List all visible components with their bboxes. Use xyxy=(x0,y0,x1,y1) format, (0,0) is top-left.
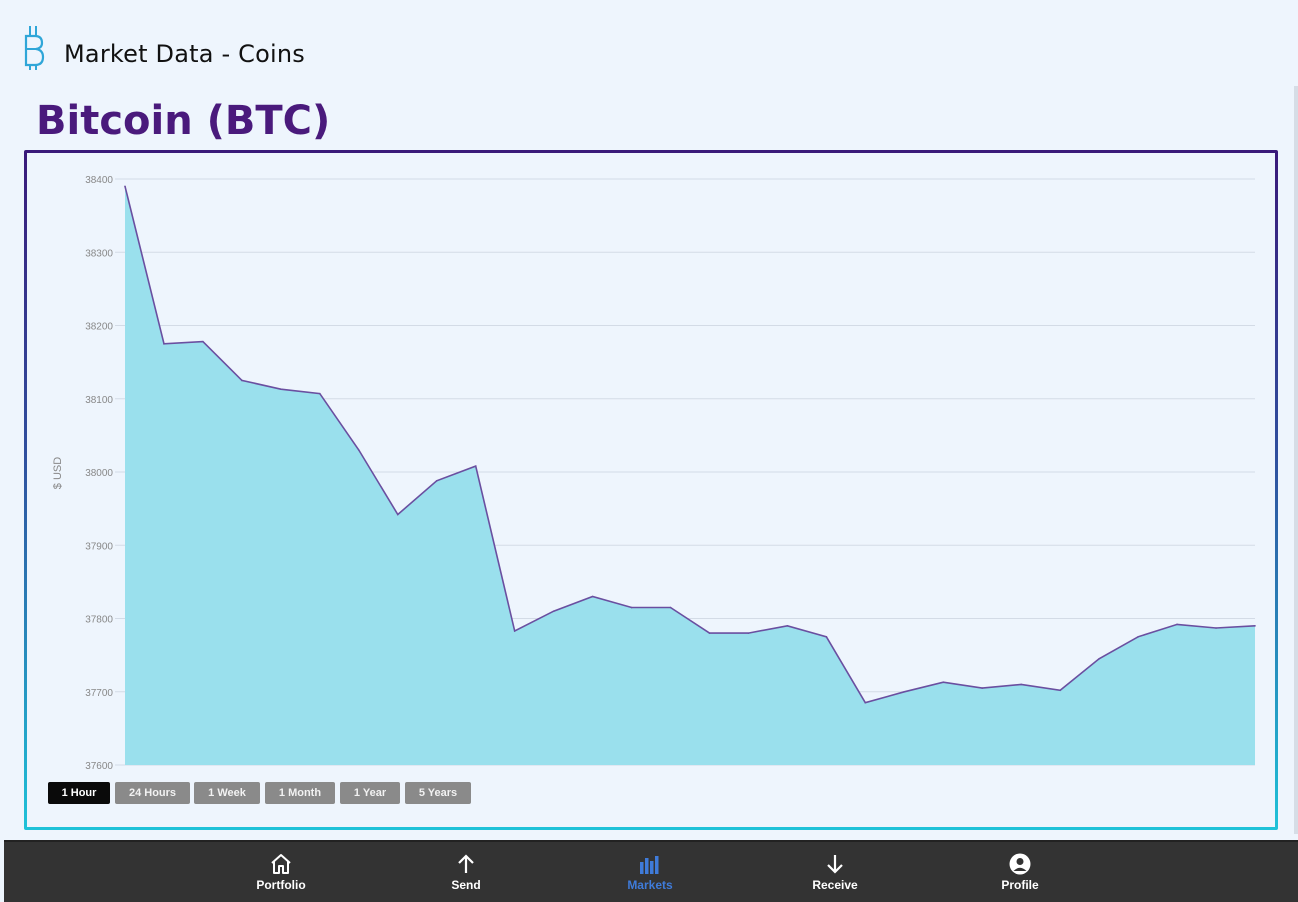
nav-label: Portfolio xyxy=(256,878,306,892)
nav-label: Receive xyxy=(812,878,858,892)
price-point xyxy=(591,595,594,598)
y-axis-label: $ USD xyxy=(52,457,64,489)
y-tick-label: 38400 xyxy=(85,175,113,186)
price-point xyxy=(630,606,633,609)
price-point xyxy=(1137,636,1139,638)
price-point xyxy=(241,379,243,382)
chart-area-layer xyxy=(124,185,1256,766)
nav-item-portfolio[interactable]: Portfolio xyxy=(221,842,341,902)
price-point xyxy=(163,343,165,345)
price-point xyxy=(124,185,126,188)
home-icon xyxy=(271,854,291,874)
y-axis-ticks: 37600 37700 37800 37900 38000 38100 38200 38300… xyxy=(85,175,113,772)
user-circle-icon xyxy=(1009,853,1031,875)
price-point xyxy=(552,610,555,612)
nav-label: Send xyxy=(451,878,481,892)
price-point xyxy=(513,630,516,632)
price-point xyxy=(435,479,438,482)
y-tick-label: 38000 xyxy=(85,468,113,479)
y-tick-label: 37700 xyxy=(85,688,113,699)
y-tick-label: 37600 xyxy=(85,761,113,772)
y-tick-label: 38300 xyxy=(85,248,113,259)
range-button-5-years[interactable]: 5 Years xyxy=(405,782,471,804)
price-point xyxy=(202,340,204,343)
app-title: Market Data - Coins xyxy=(64,40,305,68)
coin-title: Bitcoin (BTC) xyxy=(36,98,331,144)
app-header: Market Data - Coins xyxy=(0,0,1298,90)
nav-item-receive[interactable]: Receive xyxy=(775,842,895,902)
nav-label: Profile xyxy=(1001,878,1039,892)
price-point xyxy=(1176,623,1178,626)
price-point xyxy=(319,392,321,395)
price-line xyxy=(124,186,1256,704)
price-point xyxy=(864,701,867,704)
range-button-1-week[interactable]: 1 Week xyxy=(194,782,260,804)
price-point xyxy=(396,513,399,516)
nav-label: Markets xyxy=(627,878,673,892)
price-point xyxy=(474,465,477,467)
price-point xyxy=(981,687,984,689)
price-point xyxy=(280,388,282,391)
y-tick-label: 38100 xyxy=(85,395,113,406)
price-point xyxy=(669,606,672,609)
price-point xyxy=(1254,625,1256,627)
y-tick-label: 37900 xyxy=(85,541,113,552)
range-button-1-hour[interactable]: 1 Hour xyxy=(48,782,110,804)
price-point xyxy=(903,690,906,693)
bar-chart-icon xyxy=(640,856,659,874)
price-point xyxy=(825,636,828,638)
scrollbar[interactable] xyxy=(1294,86,1298,834)
nav-item-profile[interactable]: Profile xyxy=(960,842,1080,902)
price-point xyxy=(1059,689,1061,692)
arrow-down-icon xyxy=(827,855,843,874)
range-button-1-month[interactable]: 1 Month xyxy=(265,782,335,804)
y-tick-label: 38200 xyxy=(85,322,113,333)
nav-item-markets[interactable]: Markets xyxy=(590,842,710,902)
bitcoin-plug-logo-icon xyxy=(24,26,45,70)
price-point xyxy=(786,625,789,627)
range-button-24-hours[interactable]: 24 Hours xyxy=(115,782,190,804)
price-point xyxy=(747,632,750,634)
price-point xyxy=(708,632,711,634)
price-area-fill xyxy=(125,186,1255,766)
arrow-up-icon xyxy=(458,854,474,873)
price-point xyxy=(1098,657,1100,660)
range-button-1-year[interactable]: 1 Year xyxy=(340,782,400,804)
price-point xyxy=(357,449,360,451)
y-tick-label: 37800 xyxy=(85,615,113,626)
price-point xyxy=(1215,627,1217,629)
price-point xyxy=(942,681,945,684)
nav-item-send[interactable]: Send xyxy=(406,842,526,902)
bottom-navigation: Portfolio Send Markets Receive Profile xyxy=(4,840,1298,902)
price-point xyxy=(1020,683,1023,686)
